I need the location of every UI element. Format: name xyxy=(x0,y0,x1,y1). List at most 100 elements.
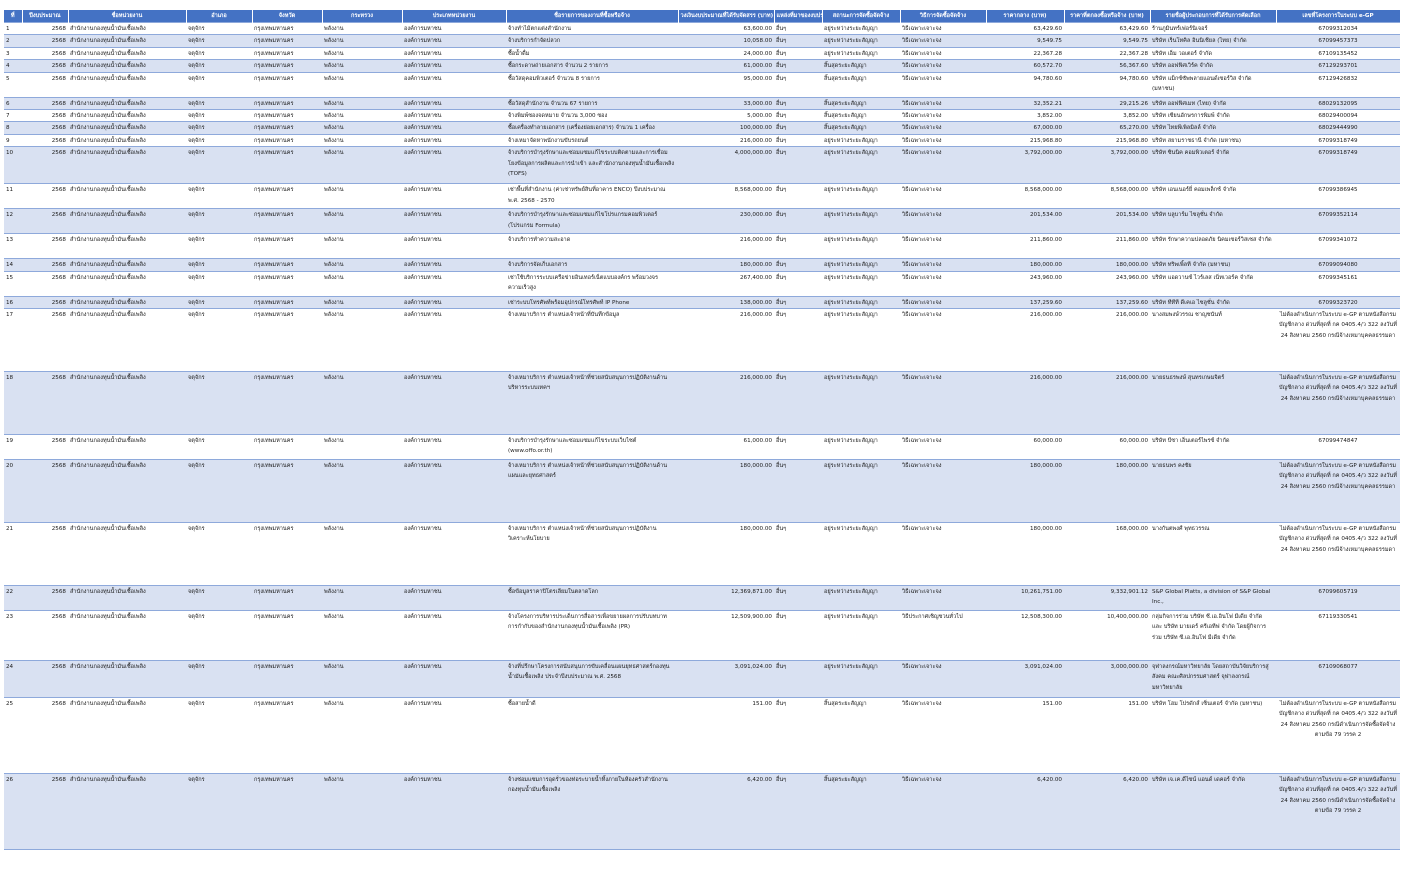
header-cell[interactable]: รายชื่อผู้ประกอบการที่ได้รับการคัดเลือก xyxy=(1150,10,1277,23)
cell-ministry: พลังงาน xyxy=(322,233,402,259)
table-row[interactable]: 21 2568 สำนักงานกองทุนน้ำมันเชื้อเพลิง จตุจ… xyxy=(4,522,1400,586)
cell-district: จตุจักร xyxy=(186,109,252,122)
header-cell[interactable]: สถานะการจัดซื้อจัดจ้าง xyxy=(822,10,901,23)
cell-type: องค์การมหาชน xyxy=(402,34,506,48)
cell-method: วิธีเฉพาะเจาะจง xyxy=(900,208,986,234)
cell-vendor: บริษัท บลูบาร์ม ไซลูชั่น จำกัด xyxy=(1150,208,1276,234)
header-cell[interactable]: ชื่อหน่วยงาน xyxy=(68,10,187,23)
cell-status: อยู่ระหว่างระยะสัญญา xyxy=(822,133,900,147)
header-cell[interactable]: ชื่อรายการของงานที่ซื้อหรือจ้าง xyxy=(506,10,679,23)
table-row[interactable]: 11 2568 สำนักงานกองทุนน้ำมันเชื้อเพลิง จตุจ… xyxy=(4,183,1400,209)
table-row[interactable]: 25 2568 สำนักงานกองทุนน้ำมันเชื้อเพลิง จตุจ… xyxy=(4,697,1400,774)
cell-median-price: 10,261,751.00 xyxy=(986,585,1064,611)
cell-district: จตุจักร xyxy=(186,59,252,73)
cell-no: 9 xyxy=(4,133,22,147)
table-row[interactable]: 14 2568 สำนักงานกองทุนน้ำมันเชื้อเพลิง จตุจ… xyxy=(4,258,1400,272)
header-cell[interactable]: แหล่งที่มาของงบประมาณ xyxy=(774,10,823,23)
cell-egp: 67099386945 xyxy=(1276,183,1400,209)
cell-province: กรุงเทพมหานคร xyxy=(252,21,322,35)
cell-agency: สำนักงานกองทุนน้ำมันเชื้อเพลิง xyxy=(68,233,186,259)
table-row[interactable]: 13 2568 สำนักงานกองทุนน้ำมันเชื้อเพลิง จตุจ… xyxy=(4,233,1400,259)
cell-district: จตุจักร xyxy=(186,258,252,272)
cell-ministry: พลังงาน xyxy=(322,133,402,147)
cell-status: สิ้นสุดระยะสัญญา xyxy=(822,96,900,110)
table-row[interactable]: 15 2568 สำนักงานกองทุนน้ำมันเชื้อเพลิง จตุจ… xyxy=(4,270,1400,297)
table-row[interactable]: 7 2568 สำนักงานกองทุนน้ำมันเชื้อเพลิง จตุจั… xyxy=(4,109,1400,122)
cell-vendor: บริษัท เซียนอักษรการพิมพ์ จำกัด xyxy=(1150,109,1276,122)
cell-vendor: บริษัท แม็กซ์ซัพพลายแอนด์เซอร์วิส จำกัด … xyxy=(1150,71,1276,98)
table-row[interactable]: 19 2568 สำนักงานกองทุนน้ำมันเชื้อเพลิง จตุจ… xyxy=(4,434,1400,460)
table-row[interactable]: 4 2568 สำนักงานกองทุนน้ำมันเชื้อเพลิง จตุจั… xyxy=(4,59,1400,73)
cell-item: เช่าระบบโทรศัพท์พร้อมอุปกรณ์โทรศัพท์ IP … xyxy=(506,295,678,309)
cell-no: 19 xyxy=(4,434,22,460)
table-row[interactable]: 1 2568 สำนักงานกองทุนน้ำมันเชื้อเพลิง จตุจั… xyxy=(4,21,1400,35)
header-cell[interactable]: วงเงินงบประมาณที่ได้รับจัดสรร (บาท) xyxy=(678,10,775,23)
header-cell[interactable]: วิธีการจัดซื้อจัดจ้าง xyxy=(900,10,987,23)
cell-type: องค์การมหาชน xyxy=(402,208,506,234)
cell-province: กรุงเทพมหานคร xyxy=(252,585,322,611)
cell-source: อื่นๆ xyxy=(774,133,822,147)
cell-type: องค์การมหาชน xyxy=(402,21,506,35)
cell-province: กรุงเทพมหานคร xyxy=(252,183,322,209)
header-cell[interactable]: ปีงบประมาณ xyxy=(22,10,69,23)
cell-ministry: พลังงาน xyxy=(322,258,402,272)
cell-budget: 12,509,900.00 xyxy=(678,610,774,661)
table-row[interactable]: 18 2568 สำนักงานกองทุนน้ำมันเชื้อเพลิง จตุจ… xyxy=(4,371,1400,435)
cell-type: องค์การมหาชน xyxy=(402,96,506,110)
cell-agency: สำนักงานกองทุนน้ำมันเชื้อเพลิง xyxy=(68,697,186,774)
cell-method: วิธีเฉพาะเจาะจง xyxy=(900,459,986,523)
table-row[interactable]: 6 2568 สำนักงานกองทุนน้ำมันเชื้อเพลิง จตุจั… xyxy=(4,96,1400,110)
cell-year: 2568 xyxy=(22,133,68,147)
table-row[interactable]: 9 2568 สำนักงานกองทุนน้ำมันเชื้อเพลิง จตุจั… xyxy=(4,133,1400,147)
table-row[interactable]: 10 2568 สำนักงานกองทุนน้ำมันเชื้อเพลิง จตุจ… xyxy=(4,146,1400,184)
cell-median-price: 32,352.21 xyxy=(986,96,1064,110)
header-cell[interactable]: กระทรวง xyxy=(322,10,403,23)
cell-agreed-price: 3,792,000.00 xyxy=(1064,146,1150,184)
cell-source: อื่นๆ xyxy=(774,308,822,372)
cell-agreed-price: 29,215.26 xyxy=(1064,96,1150,110)
header-cell[interactable]: ที่ xyxy=(4,10,23,23)
cell-status: อยู่ระหว่างระยะสัญญา xyxy=(822,371,900,435)
header-cell[interactable]: ราคาที่ตกลงซื้อหรือจ้าง (บาท) xyxy=(1064,10,1151,23)
cell-ministry: พลังงาน xyxy=(322,295,402,309)
cell-budget: 61,000.00 xyxy=(678,59,774,73)
cell-agreed-price: 215,968.80 xyxy=(1064,133,1150,147)
cell-agency: สำนักงานกองทุนน้ำมันเชื้อเพลิง xyxy=(68,295,186,309)
cell-no: 1 xyxy=(4,21,22,35)
cell-median-price: 180,000.00 xyxy=(986,258,1064,272)
table-row[interactable]: 16 2568 สำนักงานกองทุนน้ำมันเชื้อเพลิง จตุจ… xyxy=(4,295,1400,309)
header-cell[interactable]: จังหวัด xyxy=(252,10,323,23)
header-cell[interactable]: อำเภอ xyxy=(186,10,253,23)
cell-budget: 216,000.00 xyxy=(678,133,774,147)
table-row[interactable]: 26 2568 สำนักงานกองทุนน้ำมันเชื้อเพลิง จตุจ… xyxy=(4,773,1400,851)
table-row[interactable]: 23 2568 สำนักงานกองทุนน้ำมันเชื้อเพลิง จตุจ… xyxy=(4,610,1400,661)
table-row[interactable]: 2 2568 สำนักงานกองทุนน้ำมันเชื้อเพลิง จตุจั… xyxy=(4,34,1400,48)
table-row[interactable]: 22 2568 สำนักงานกองทุนน้ำมันเชื้อเพลิง จตุจ… xyxy=(4,585,1400,611)
cell-type: องค์การมหาชน xyxy=(402,146,506,184)
cell-source: อื่นๆ xyxy=(774,585,822,611)
cell-egp: 67099605719 xyxy=(1276,585,1400,611)
cell-median-price: 12,508,300.00 xyxy=(986,610,1064,661)
cell-ministry: พลังงาน xyxy=(322,208,402,234)
cell-method: วิธีเฉพาะเจาะจง xyxy=(900,71,986,98)
cell-province: กรุงเทพมหานคร xyxy=(252,208,322,234)
table-row[interactable]: 17 2568 สำนักงานกองทุนน้ำมันเชื้อเพลิง จตุจ… xyxy=(4,308,1400,372)
table-row[interactable]: 12 2568 สำนักงานกองทุนน้ำมันเชื้อเพลิง จตุจ… xyxy=(4,208,1400,234)
table-row[interactable]: 20 2568 สำนักงานกองทุนน้ำมันเชื้อเพลิง จตุจ… xyxy=(4,459,1400,523)
table-row[interactable]: 3 2568 สำนักงานกองทุนน้ำมันเชื้อเพลิง จตุจั… xyxy=(4,46,1400,60)
cell-egp: ไม่ต้องดำเนินการในระบบ e-GP ตามหนังสือกร… xyxy=(1276,371,1400,435)
cell-agency: สำนักงานกองทุนน้ำมันเชื้อเพลิง xyxy=(68,660,186,698)
cell-vendor: นายธนพร คงชัย xyxy=(1150,459,1276,523)
table-row[interactable]: 24 2568 สำนักงานกองทุนน้ำมันเชื้อเพลิง จตุจ… xyxy=(4,660,1400,698)
header-cell[interactable]: เลขที่โครงการในระบบ e-GP xyxy=(1276,10,1401,23)
cell-province: กรุงเทพมหานคร xyxy=(252,522,322,586)
cell-district: จตุจักร xyxy=(186,610,252,661)
table-row[interactable]: 5 2568 สำนักงานกองทุนน้ำมันเชื้อเพลิง จตุจั… xyxy=(4,71,1400,98)
cell-year: 2568 xyxy=(22,660,68,698)
cell-ministry: พลังงาน xyxy=(322,46,402,60)
cell-province: กรุงเทพมหานคร xyxy=(252,258,322,272)
table-row[interactable]: 8 2568 สำนักงานกองทุนน้ำมันเชื้อเพลิง จตุจั… xyxy=(4,121,1400,135)
header-cell[interactable]: ประเภทหน่วยงาน xyxy=(402,10,507,23)
header-cell[interactable]: ราคากลาง (บาท) xyxy=(986,10,1065,23)
cell-agency: สำนักงานกองทุนน้ำมันเชื้อเพลิง xyxy=(68,46,186,60)
